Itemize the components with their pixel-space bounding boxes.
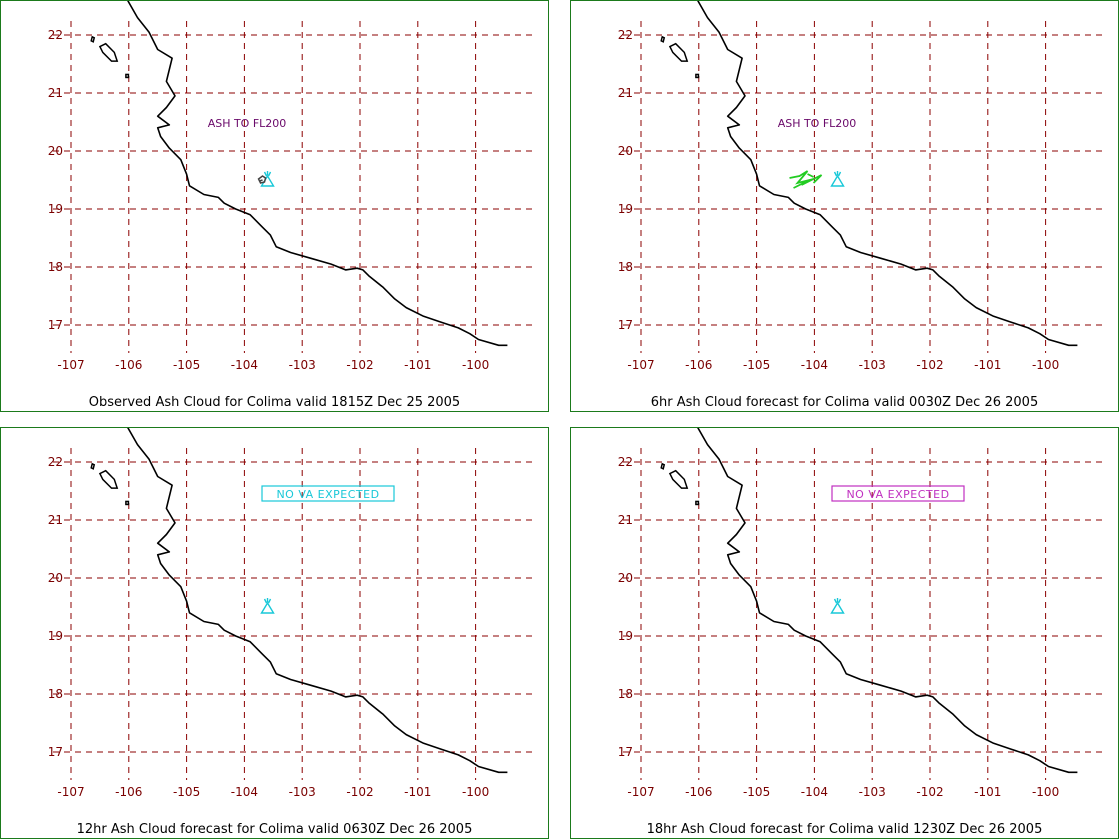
lat-tick-label: 18 [618,260,633,274]
lat-tick-label: 17 [48,318,63,332]
lon-tick-label: -103 [289,358,316,372]
volcano-icon [260,598,275,614]
lon-tick-label: -100 [462,785,489,799]
lon-tick-label: -100 [1032,358,1059,372]
volcano-icon [260,171,275,187]
svg-text:NO VA EXPECTED: NO VA EXPECTED [846,488,949,501]
lat-tick-label: 17 [618,318,633,332]
ash-advisory-label: ASH TO FL200 [208,117,287,130]
svg-text:NO VA EXPECTED: NO VA EXPECTED [276,488,379,501]
lon-tick-label: -102 [346,785,373,799]
ash-cloud-polygon [257,175,267,184]
lon-tick-label: -107 [57,358,84,372]
lat-tick-label: 21 [618,513,633,527]
coastline [127,428,508,774]
ash-advisory-label: NO VA EXPECTED [831,485,965,502]
lon-tick-label: -106 [115,785,142,799]
lat-tick-label: 22 [618,28,633,42]
lat-tick-label: 21 [48,513,63,527]
lat-tick-label: 19 [618,202,633,216]
lat-tick-label: 21 [48,86,63,100]
lat-tick-label: 18 [48,260,63,274]
lat-tick-label: 22 [618,455,633,469]
lat-tick-label: 18 [618,687,633,701]
lon-tick-label: -104 [801,785,828,799]
lat-tick-label: 20 [48,144,63,158]
lon-tick-label: -101 [404,785,431,799]
map-canvas: -107 -106 -105 -104 -103 -102 -101 -100 22 21 20 19… [48,1,536,372]
lon-tick-label: -100 [462,358,489,372]
lat-tick-label: 19 [48,202,63,216]
lat-tick-label: 20 [618,144,633,158]
lon-tick-label: -100 [1032,785,1059,799]
lon-tick-label: -103 [859,785,886,799]
lon-tick-label: -107 [627,785,654,799]
lon-tick-label: -101 [404,358,431,372]
map-canvas: -107 -106 -105 -104 -103 -102 -101 -100 22 21 20 19… [618,1,1106,372]
lat-tick-label: 19 [618,629,633,643]
lat-tick-label: 22 [48,28,63,42]
lon-tick-label: -105 [743,358,770,372]
panel-caption: 12hr Ash Cloud forecast for Colima valid… [76,822,473,837]
lon-tick-label: -101 [974,785,1001,799]
island-maria [98,42,119,62]
coastline [127,1,508,347]
island-small [660,462,666,470]
lon-tick-label: -107 [57,785,84,799]
lat-tick-label: 19 [48,629,63,643]
panel-caption: Observed Ash Cloud for Colima valid 1815… [88,395,461,410]
island-small [125,73,130,79]
svg-text:ASH TO FL200: ASH TO FL200 [208,117,287,130]
island-maria [668,469,689,489]
map-panel-4: -107 -106 -105 -104 -103 -102 -101 -100 22 21 20 19… [570,427,1119,839]
lat-tick-label: 18 [48,687,63,701]
map-canvas: -107 -106 -105 -104 -103 -102 -101 -100 22 21 20 19… [618,428,1106,799]
panel-caption: 18hr Ash Cloud forecast for Colima valid… [646,822,1043,837]
lat-tick-label: 17 [618,745,633,759]
lon-tick-label: -105 [173,358,200,372]
map-panel-2: -107 -106 -105 -104 -103 -102 -101 -100 22 21 20 19… [570,0,1119,412]
coastline [697,1,1078,347]
island-maria [668,42,689,62]
lat-tick-label: 21 [618,86,633,100]
island-maria [98,469,119,489]
island-small [695,500,700,506]
lon-tick-label: -105 [173,785,200,799]
island-small [660,35,666,43]
island-small [125,500,130,506]
map-panel-3: -107 -106 -105 -104 -103 -102 -101 -100 22 21 20 19… [0,427,549,839]
ash-advisory-label: NO VA EXPECTED [261,485,395,502]
lon-tick-label: -103 [289,785,316,799]
ash-cloud-polygon [789,170,823,189]
lon-tick-label: -104 [801,358,828,372]
lon-tick-label: -102 [346,358,373,372]
volcano-icon [830,171,845,187]
lon-tick-label: -107 [627,358,654,372]
lon-tick-label: -103 [859,358,886,372]
coastline [697,428,1078,774]
map-canvas: -107 -106 -105 -104 -103 -102 -101 -100 22 21 20 19… [48,428,536,799]
lon-tick-label: -106 [685,785,712,799]
lon-tick-label: -106 [685,358,712,372]
island-small [90,35,96,43]
lon-tick-label: -104 [231,358,258,372]
lon-tick-label: -105 [743,785,770,799]
lon-tick-label: -102 [916,358,943,372]
island-small [695,73,700,79]
island-small [90,462,96,470]
lat-tick-label: 20 [48,571,63,585]
lon-tick-label: -101 [974,358,1001,372]
svg-text:ASH TO FL200: ASH TO FL200 [778,117,857,130]
ash-advisory-label: ASH TO FL200 [778,117,857,130]
lat-tick-label: 22 [48,455,63,469]
lat-tick-label: 17 [48,745,63,759]
panel-caption: 6hr Ash Cloud forecast for Colima valid … [650,395,1039,410]
lon-tick-label: -106 [115,358,142,372]
lon-tick-label: -104 [231,785,258,799]
lon-tick-label: -102 [916,785,943,799]
map-panel-1: -107 -106 -105 -104 -103 -102 -101 -100 22 21 20 19… [0,0,549,412]
volcano-icon [830,598,845,614]
lat-tick-label: 20 [618,571,633,585]
